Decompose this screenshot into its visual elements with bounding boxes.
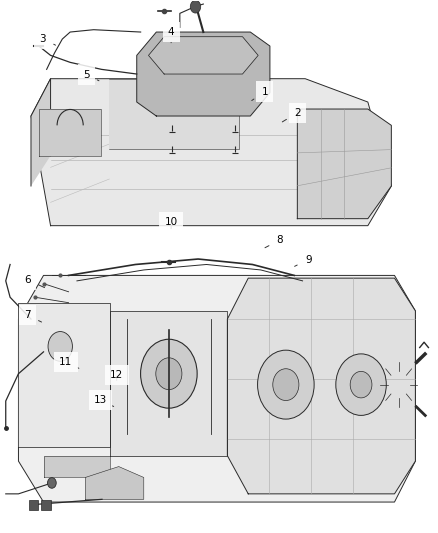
Polygon shape	[137, 32, 270, 116]
Circle shape	[258, 350, 314, 419]
Text: 5: 5	[83, 70, 99, 81]
Text: 4: 4	[168, 27, 174, 43]
Text: 12: 12	[110, 370, 124, 381]
Polygon shape	[39, 109, 102, 156]
Polygon shape	[148, 37, 258, 74]
Text: 2: 2	[283, 108, 300, 122]
Circle shape	[350, 372, 372, 398]
Circle shape	[336, 354, 386, 415]
Polygon shape	[18, 276, 415, 502]
Text: 1: 1	[252, 86, 268, 101]
Circle shape	[47, 478, 56, 488]
Polygon shape	[43, 456, 110, 478]
Polygon shape	[297, 109, 391, 219]
Polygon shape	[31, 79, 50, 186]
Circle shape	[190, 1, 201, 13]
Text: 3: 3	[39, 34, 56, 45]
Text: 9: 9	[295, 255, 311, 266]
Text: 11: 11	[59, 357, 79, 368]
Polygon shape	[110, 79, 239, 149]
Bar	[29, 500, 39, 510]
Polygon shape	[227, 278, 415, 494]
Text: 13: 13	[94, 395, 114, 407]
Circle shape	[48, 332, 72, 361]
Text: 7: 7	[24, 310, 42, 322]
Circle shape	[273, 369, 299, 400]
Text: 6: 6	[24, 274, 45, 288]
Text: 8: 8	[265, 235, 283, 248]
Polygon shape	[18, 303, 110, 447]
Polygon shape	[31, 79, 391, 225]
Polygon shape	[85, 466, 144, 499]
Circle shape	[141, 339, 197, 408]
Polygon shape	[110, 311, 227, 456]
Text: 10: 10	[165, 217, 178, 229]
Bar	[41, 500, 51, 510]
Circle shape	[156, 358, 182, 390]
